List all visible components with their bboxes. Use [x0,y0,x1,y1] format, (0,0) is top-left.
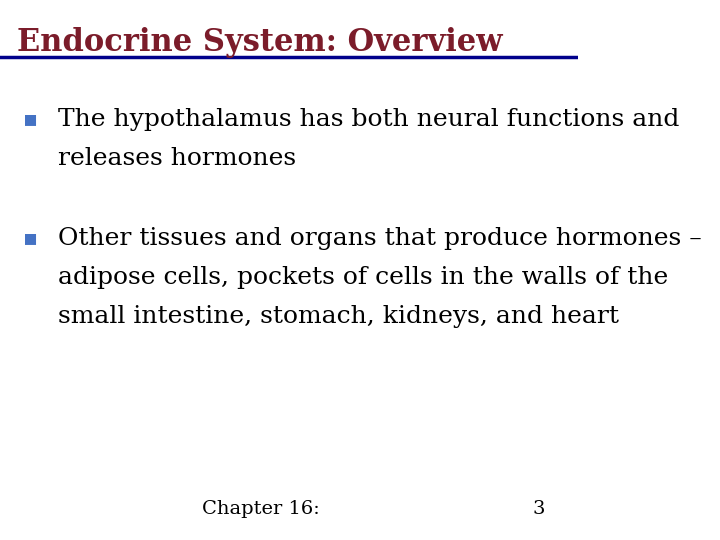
Text: Chapter 16:: Chapter 16: [202,501,320,518]
Text: adipose cells, pockets of cells in the walls of the: adipose cells, pockets of cells in the w… [58,266,668,289]
Text: The hypothalamus has both neural functions and: The hypothalamus has both neural functio… [58,108,679,131]
Text: small intestine, stomach, kidneys, and heart: small intestine, stomach, kidneys, and h… [58,305,619,328]
Text: ▪: ▪ [23,227,38,249]
Text: releases hormones: releases hormones [58,147,296,170]
Text: Other tissues and organs that produce hormones –: Other tissues and organs that produce ho… [58,227,701,250]
Text: ▪: ▪ [23,108,38,130]
Text: Endocrine System: Overview: Endocrine System: Overview [17,27,503,58]
Text: 3: 3 [532,501,544,518]
